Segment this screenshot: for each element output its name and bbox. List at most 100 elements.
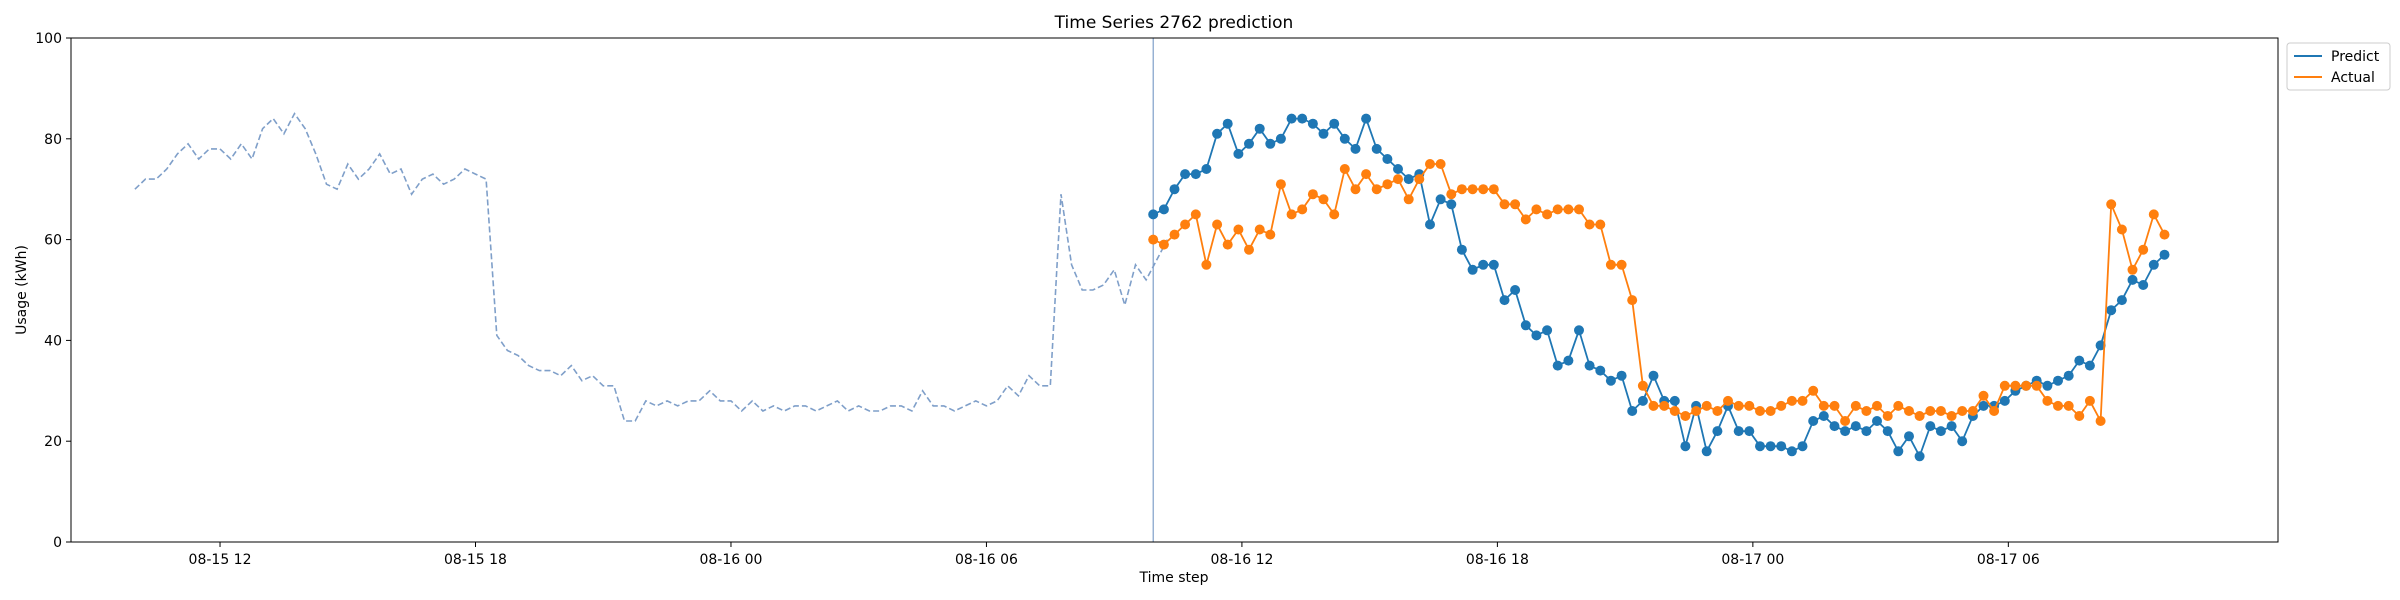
x-tick-label: 08-16 00 [699,552,762,568]
data-point-actual [1318,194,1329,205]
data-point-actual [1254,224,1265,235]
data-point-actual [1371,184,1382,195]
data-point-actual [1914,411,1925,421]
data-point-actual [1297,204,1308,215]
data-point-predict [1946,421,1957,432]
data-point-predict [1637,395,1648,406]
x-tick-label: 08-15 18 [444,552,507,568]
data-point-predict [1861,426,1872,437]
data-point-actual [1978,390,1989,401]
data-point-predict [1212,128,1223,139]
data-point-actual [2053,400,2063,411]
data-point-actual [1425,159,1435,169]
data-point-predict [1776,441,1787,452]
data-point-actual [1776,400,1787,411]
data-point-predict [1254,123,1265,134]
data-point-predict [1605,375,1616,386]
data-point-predict [1499,295,1510,306]
data-point-predict [1733,426,1744,437]
data-point-predict [1755,441,1765,452]
data-point-actual [1520,214,1531,225]
data-point-predict [1872,416,1882,426]
data-point-actual [1659,400,1670,411]
data-point-actual [1733,400,1744,411]
data-point-predict [1669,395,1680,406]
data-point-actual [1989,406,2000,416]
data-point-predict [1488,259,1499,270]
data-point-predict [1829,421,1840,432]
data-point-predict [1169,184,1180,195]
plot-area [134,38,2170,542]
y-tick-label: 20 [44,434,62,450]
data-point-actual [2127,264,2138,275]
data-point-actual [1999,380,2010,391]
data-point-actual [1499,199,1510,210]
data-point-predict [1882,426,1893,437]
data-point-predict [1999,395,2010,406]
data-point-actual [1382,179,1393,190]
data-point-actual [1946,411,1957,421]
data-point-predict [1435,194,1446,205]
data-point-actual [1212,219,1223,230]
data-point-actual [2021,380,2032,391]
data-point-actual [1818,400,1829,411]
data-point-actual [1563,204,1574,215]
data-point-actual [1701,400,1712,411]
data-point-actual [1595,219,1606,230]
data-point-actual [2095,416,2106,426]
data-point-actual [1265,229,1276,240]
data-point-actual [1712,406,1723,416]
data-point-predict [1361,113,1372,124]
data-point-predict [1574,325,1584,336]
data-point-actual [1797,395,1808,406]
data-point-actual [1169,229,1180,240]
data-point-predict [1914,451,1925,462]
y-tick-label: 100 [35,31,62,47]
data-point-predict [1531,330,1542,341]
data-point-predict [1456,244,1467,255]
data-point-actual [2138,244,2149,255]
legend: Predict Actual [2286,42,2391,91]
data-point-predict [1680,441,1691,452]
data-point-predict [1563,355,1574,366]
data-point-actual [1861,406,1872,416]
chart-title: Time Series 2762 prediction [1054,13,1294,33]
data-point-predict [1233,148,1244,159]
data-point-actual [1542,209,1553,220]
data-point-predict [1350,143,1361,154]
data-point-actual [1574,204,1584,215]
data-point-predict [1371,143,1382,154]
data-point-predict [1244,138,1254,149]
data-point-actual [1925,406,1936,416]
data-point-predict [1595,365,1606,376]
data-point-actual [1840,416,1851,426]
history-line [134,112,1169,422]
x-axis: 08-15 12 08-15 18 08-16 00 08-16 06 08-16 12… [189,542,2040,568]
data-point-actual [1488,184,1499,195]
data-point-actual [1829,400,1840,411]
data-point-actual [1190,209,1201,220]
data-point-actual [1244,244,1254,255]
data-point-actual [1478,184,1489,195]
data-point-actual [1744,400,1755,411]
data-point-actual [2074,411,2085,421]
data-point-predict [1201,164,1212,174]
data-point-actual [1755,406,1765,416]
data-point-predict [1510,285,1521,295]
x-tick-label: 08-16 18 [1466,552,1529,568]
data-point-predict [1339,133,1350,144]
y-tick-label: 0 [53,535,62,551]
data-point-predict [1935,426,1946,437]
x-tick-label: 08-16 06 [955,552,1018,568]
data-point-actual [2116,224,2127,235]
data-point-predict [1840,426,1851,437]
data-point-predict [2106,305,2117,316]
data-point-predict [1222,118,1233,129]
data-point-predict [1893,446,1904,457]
data-point-predict [1957,436,1968,447]
x-tick-label: 08-15 12 [189,552,252,568]
data-point-actual [1329,209,1340,220]
data-point-predict [1904,431,1914,442]
data-point-actual [1893,400,1904,411]
data-point-actual [1935,406,1946,416]
